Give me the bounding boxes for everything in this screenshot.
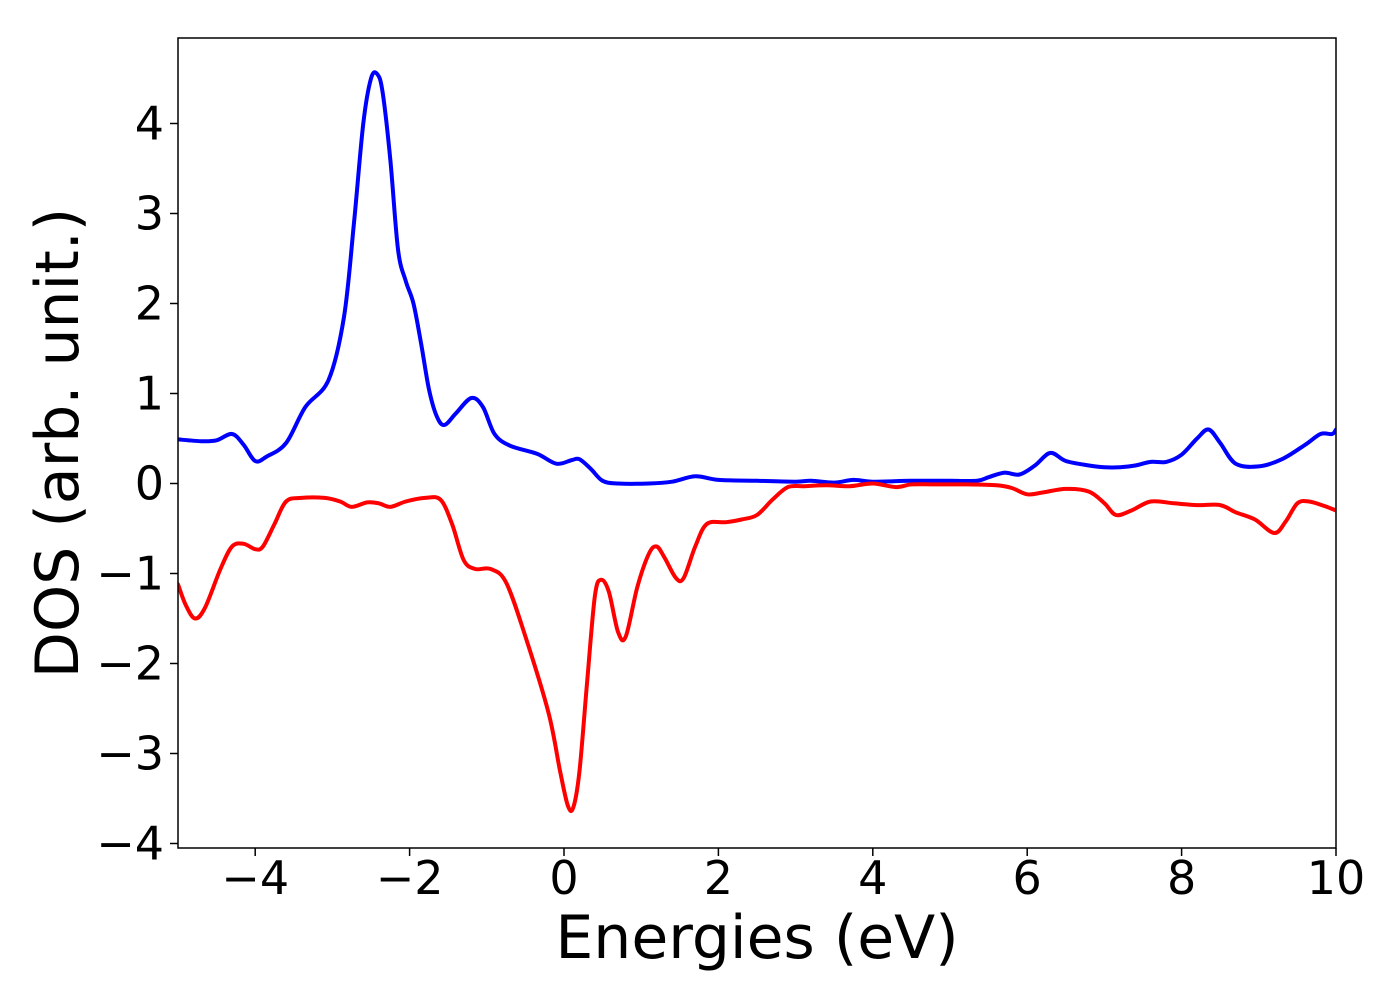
x-tick-label: −4 bbox=[221, 851, 289, 905]
y-tick-label: 4 bbox=[135, 97, 164, 151]
x-tick-label: 10 bbox=[1307, 851, 1366, 905]
y-axis-label: DOS (arb. unit.) bbox=[23, 208, 93, 678]
y-tick-label: 1 bbox=[135, 367, 164, 421]
y-tick-label: −4 bbox=[96, 817, 164, 871]
x-tick-label: 8 bbox=[1167, 851, 1196, 905]
y-tick-label: −3 bbox=[96, 727, 164, 781]
y-tick-label: 3 bbox=[135, 187, 164, 241]
x-axis-ticks: −4 −2 0 2 4 6 8 10 bbox=[221, 848, 1365, 905]
y-tick-label: −2 bbox=[96, 637, 164, 691]
series-line-2 bbox=[178, 481, 1336, 814]
x-tick-label: 2 bbox=[704, 851, 733, 905]
series-line-1 bbox=[178, 70, 1336, 486]
plot-frame bbox=[177, 37, 1337, 849]
x-tick-label: −2 bbox=[376, 851, 444, 905]
y-tick-label: −1 bbox=[96, 547, 164, 601]
x-tick-label: 0 bbox=[549, 851, 578, 905]
y-tick-label: 2 bbox=[135, 277, 164, 331]
series-layer bbox=[178, 70, 1336, 814]
y-axis-ticks: −4 −3 −2 −1 0 1 2 3 4 bbox=[96, 97, 178, 871]
x-tick-label: 6 bbox=[1013, 851, 1042, 905]
x-axis-label: Energies (eV) bbox=[555, 903, 958, 973]
x-tick-label: 4 bbox=[858, 851, 887, 905]
y-tick-label: 0 bbox=[135, 457, 164, 511]
